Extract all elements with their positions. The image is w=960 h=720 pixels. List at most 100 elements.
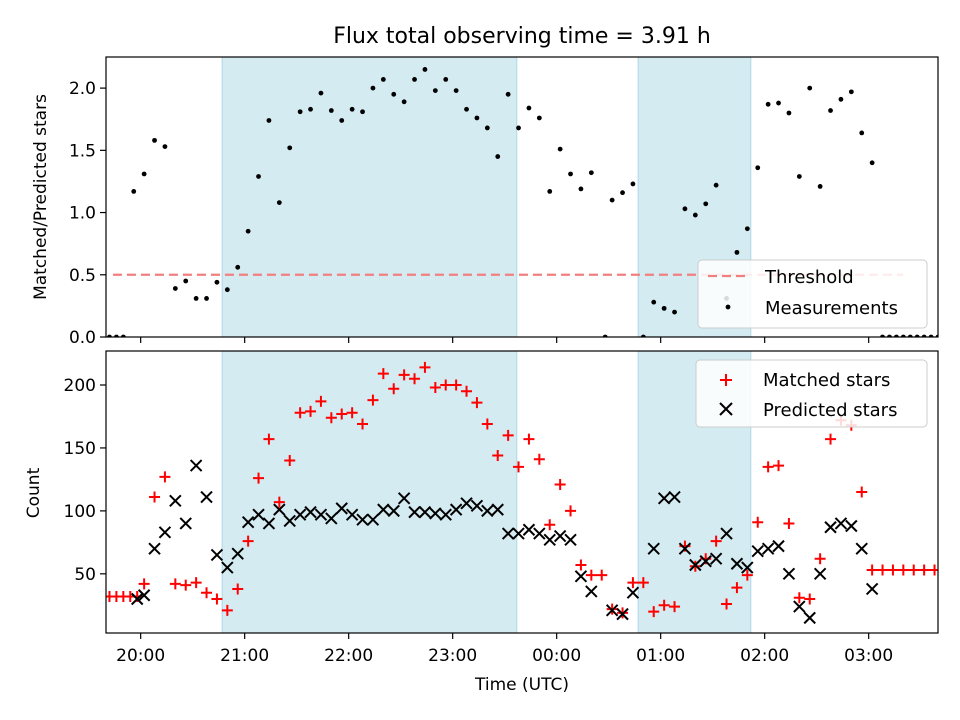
predicted-point [325,512,338,525]
matched-point [232,583,244,595]
measurement-point [734,249,740,255]
matched-point [939,565,950,576]
measurement-point [869,160,875,166]
measurement-point [391,91,397,97]
legend-predicted-swatch [719,402,733,416]
matched-point [721,598,733,610]
predicted-point [387,504,400,518]
matched-point [669,601,681,613]
measurement-point [318,90,324,96]
matched-point [138,578,150,590]
measurement-point [817,184,823,189]
bottom-legend-box [695,359,928,428]
matched-point [180,579,192,591]
predicted-point [439,508,452,521]
predicted-point [231,547,244,560]
chart-title: Flux total observing time = 3.91 h [333,24,711,49]
x-tick-label: 22:00 [324,646,373,666]
measurement-point [786,110,792,116]
predicted-point [377,503,390,516]
measurement-point [276,200,282,206]
matched-point [398,369,410,381]
matched-point [481,418,493,430]
measurement-point [943,335,948,340]
matched-point [429,382,441,394]
measurement-point [287,145,293,151]
top-legend: Threshold Measurements [697,259,928,329]
matched-point [211,593,223,605]
predicted-point [522,523,536,536]
predicted-point [200,490,213,504]
measurement-point [297,109,303,115]
measurement-point [703,201,709,207]
measurement-point [536,115,542,121]
predicted-point [408,505,421,519]
matched-point [565,505,577,517]
measurement-point [588,170,594,176]
matched-point [710,535,722,547]
matched-point [596,569,608,581]
measurement-point [526,105,532,111]
measurement-point [152,137,157,143]
predicted-point [855,542,868,555]
predicted-point [543,533,556,547]
measurement-point [380,77,386,82]
predicted-point [491,503,504,516]
measurement-point [172,286,178,291]
y-tick-label: 0.0 [69,328,96,348]
predicted-point [813,567,827,581]
x-tick-label: 03:00 [844,646,893,666]
measurement-point [339,118,345,123]
matched-point [492,449,504,461]
predicted-point [470,499,484,513]
matched-point [887,564,899,576]
matched-point [575,559,587,571]
matched-point [502,429,514,441]
measurement-point [838,96,844,102]
predicted-point [189,459,203,472]
measurement-point [474,115,480,121]
predicted-point [689,558,702,572]
measurement-point [630,181,636,187]
measurement-point [412,77,417,82]
matched-point [169,578,181,590]
y-tick-label: 200 [64,376,96,396]
predicted-point [668,490,681,504]
predicted-point [179,517,192,530]
matched-point [263,433,275,445]
measurement-point [360,109,365,115]
measurement-point [235,264,241,270]
measurement-point [401,99,407,105]
matched-point [856,486,868,498]
predicted-point [158,526,172,539]
measurement-point [131,189,137,194]
matched-point [825,433,837,445]
matched-point [658,599,670,611]
predicted-point [130,592,144,606]
shaded-range [221,56,518,338]
measurement-point [682,206,688,212]
matched-point [346,407,358,419]
measurement-point [141,171,147,177]
matched-point [461,385,473,397]
predicted-point [585,585,598,598]
matched-point [201,587,213,599]
predicted-point [865,582,879,596]
predicted-point [273,503,286,516]
top-panel: 0.00.51.01.52.0 Matched/Predicted stars … [31,56,948,348]
legend-threshold-label: Threshold [764,267,854,288]
matched-point [762,461,774,473]
predicted-point [657,492,671,505]
x-tick-label: 20:00 [116,646,165,666]
legend-predicted-label: Predicted stars [763,400,897,421]
matched-point [804,593,816,605]
legend-matched-label: Matched stars [763,370,890,391]
measurement-point [807,85,813,91]
x-tick-label: 23:00 [428,646,477,666]
predicted-point [564,533,577,547]
legend-measurement-label: Measurements [765,298,898,319]
matched-point [284,455,296,467]
measurement-point [484,125,490,131]
predicted-point [834,517,848,530]
measurement-point [848,89,854,95]
